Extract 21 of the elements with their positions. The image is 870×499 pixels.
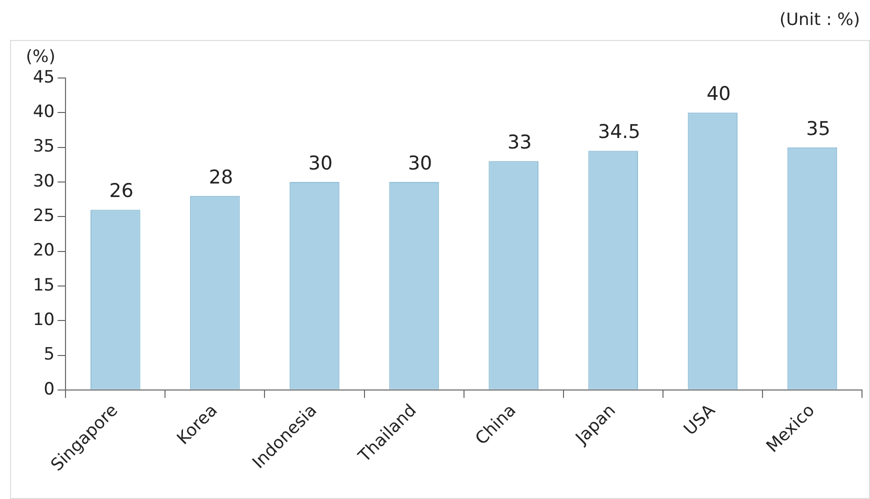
y-tick-label: 45	[32, 67, 55, 88]
text: (Unit : %)	[779, 10, 860, 30]
y-axis-title: (%)	[26, 46, 56, 67]
data-label: 30	[308, 152, 333, 174]
data-label: 35	[806, 118, 830, 140]
x-tick-label: USA	[680, 400, 720, 440]
data-label: 40	[706, 83, 731, 106]
y-tick-label: 15	[32, 275, 55, 296]
data-label: 26	[109, 180, 134, 202]
y-tick-label: 5	[44, 344, 55, 365]
y-tick-label: 35	[32, 136, 55, 157]
y-tick-label: 0	[44, 379, 55, 400]
data-label: 33	[507, 132, 532, 154]
y-tick-label: 40	[32, 102, 55, 122]
y-tick-label: 10	[32, 310, 55, 330]
data-label: 34.5	[598, 121, 640, 144]
y-tick-label: 20	[32, 240, 55, 261]
y-tick-label: 25	[32, 206, 55, 226]
y-tick-label: 30	[32, 171, 55, 192]
data-label: 30	[408, 152, 432, 174]
data-label: 28	[208, 166, 234, 188]
